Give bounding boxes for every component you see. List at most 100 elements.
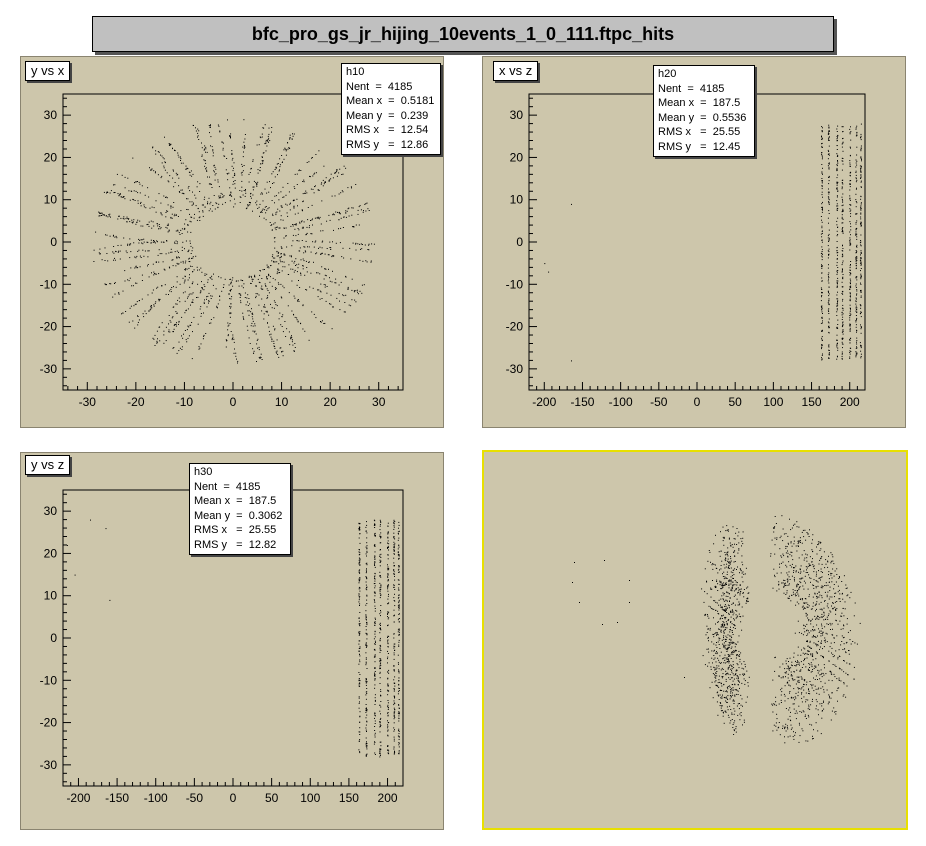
hit-marker — [813, 667, 815, 669]
hit-marker — [233, 338, 235, 340]
hit-marker — [317, 289, 319, 291]
hit-marker — [380, 610, 381, 611]
pad-y-vs-z[interactable]: -200 -150 -100 -50 0 50 100 150 200 -30 -20 -10 0 10 2… — [20, 452, 444, 830]
hit-marker — [180, 189, 182, 191]
hit-marker — [222, 203, 224, 205]
x-tick-label: 150 — [339, 791, 359, 805]
hit-marker — [199, 191, 201, 192]
hit-marker — [394, 649, 396, 651]
hit-marker — [398, 683, 400, 685]
hit-marker — [359, 587, 361, 589]
hit-marker — [790, 667, 792, 669]
hit-marker — [359, 561, 361, 563]
stats-box-h20[interactable]: h20 Nent = 4185 Mean x = 187.5 Mean y = … — [653, 65, 755, 157]
hit-marker — [397, 654, 399, 656]
hit-marker — [358, 563, 360, 565]
hit-marker — [842, 649, 844, 650]
hit-marker — [355, 224, 357, 226]
stats-box-h30[interactable]: h30 Nent = 4185 Mean x = 187.5 Mean y = … — [189, 463, 291, 555]
hit-marker — [828, 213, 830, 214]
hit-marker — [135, 223, 137, 225]
hit-marker — [820, 586, 822, 588]
hit-marker — [850, 309, 851, 311]
hit-marker — [174, 213, 176, 215]
hit-marker — [207, 202, 209, 204]
hit-marker — [737, 714, 739, 716]
hit-marker — [137, 316, 139, 317]
stats-box-h10[interactable]: h10 Nent = 4185 Mean x = 0.5181 Mean y =… — [341, 63, 441, 155]
hit-marker — [823, 646, 825, 648]
hit-marker — [791, 527, 793, 529]
hit-marker — [860, 332, 862, 334]
hit-marker — [161, 214, 163, 216]
hit-marker — [804, 575, 806, 577]
hit-marker — [787, 718, 789, 720]
hit-marker — [374, 534, 376, 536]
hit-marker — [843, 615, 845, 617]
hit-marker — [220, 192, 222, 194]
hit-marker — [182, 292, 184, 294]
hit-marker — [118, 293, 120, 295]
hit-marker — [203, 204, 204, 206]
hit-marker — [772, 704, 774, 706]
hit-marker — [727, 673, 729, 675]
hit-marker — [735, 673, 737, 675]
hit-marker — [320, 223, 322, 225]
hit-marker — [729, 678, 731, 680]
hit-marker — [835, 608, 836, 610]
hit-marker — [387, 598, 389, 600]
pad-3d-view[interactable] — [482, 450, 908, 830]
hit-marker — [175, 215, 177, 216]
hit-marker — [173, 202, 175, 203]
hit-marker — [860, 345, 862, 347]
hit-marker — [212, 152, 214, 154]
hit-marker — [256, 183, 258, 185]
y-tick-label: -20 — [506, 320, 524, 334]
hit-marker — [157, 174, 159, 176]
hit-marker — [841, 211, 843, 213]
hit-marker — [823, 619, 825, 621]
hit-marker — [820, 635, 822, 637]
hit-marker — [365, 643, 367, 645]
hit-marker — [240, 295, 242, 297]
hit-marker — [796, 712, 798, 714]
hit-marker — [119, 250, 121, 252]
hit-marker — [859, 342, 861, 344]
hit-marker — [722, 715, 724, 717]
hit-marker — [189, 174, 191, 176]
hit-marker — [310, 233, 312, 235]
hit-marker — [161, 175, 163, 177]
hit-marker — [815, 675, 817, 677]
hit-marker — [190, 221, 192, 223]
hit-marker — [236, 358, 237, 360]
hit-marker — [828, 239, 830, 241]
hit-marker — [786, 572, 788, 574]
hit-marker — [379, 726, 381, 727]
hit-marker — [737, 679, 739, 681]
hit-marker — [273, 261, 275, 263]
hit-marker — [321, 241, 323, 243]
hit-marker — [126, 221, 128, 223]
hit-marker — [821, 642, 822, 644]
hit-marker — [173, 324, 175, 326]
hit-marker — [860, 278, 862, 280]
scatter-points-3d — [572, 515, 861, 744]
hit-marker — [366, 731, 367, 732]
hit-marker — [175, 286, 177, 288]
hit-marker — [387, 702, 389, 704]
hit-marker — [293, 351, 295, 352]
hit-marker — [822, 648, 823, 650]
hit-marker — [855, 260, 857, 262]
hit-marker — [358, 599, 360, 601]
pad-y-vs-x[interactable]: -30 -20 -10 0 10 20 30 -30 -20 -10 0 10 20 30 y vs x … — [20, 56, 444, 428]
hit-marker — [838, 576, 840, 577]
hit-marker — [366, 547, 368, 549]
hit-marker — [813, 642, 815, 644]
hit-marker — [250, 168, 252, 170]
pad-x-vs-z[interactable]: -200 -150 -100 -50 0 50 100 150 200 -30 -20 -10 0 10 2… — [482, 56, 906, 428]
hit-marker — [387, 595, 389, 597]
hit-marker — [787, 550, 788, 552]
hit-marker — [184, 279, 186, 281]
hit-marker — [380, 662, 382, 664]
hit-marker — [252, 320, 254, 322]
